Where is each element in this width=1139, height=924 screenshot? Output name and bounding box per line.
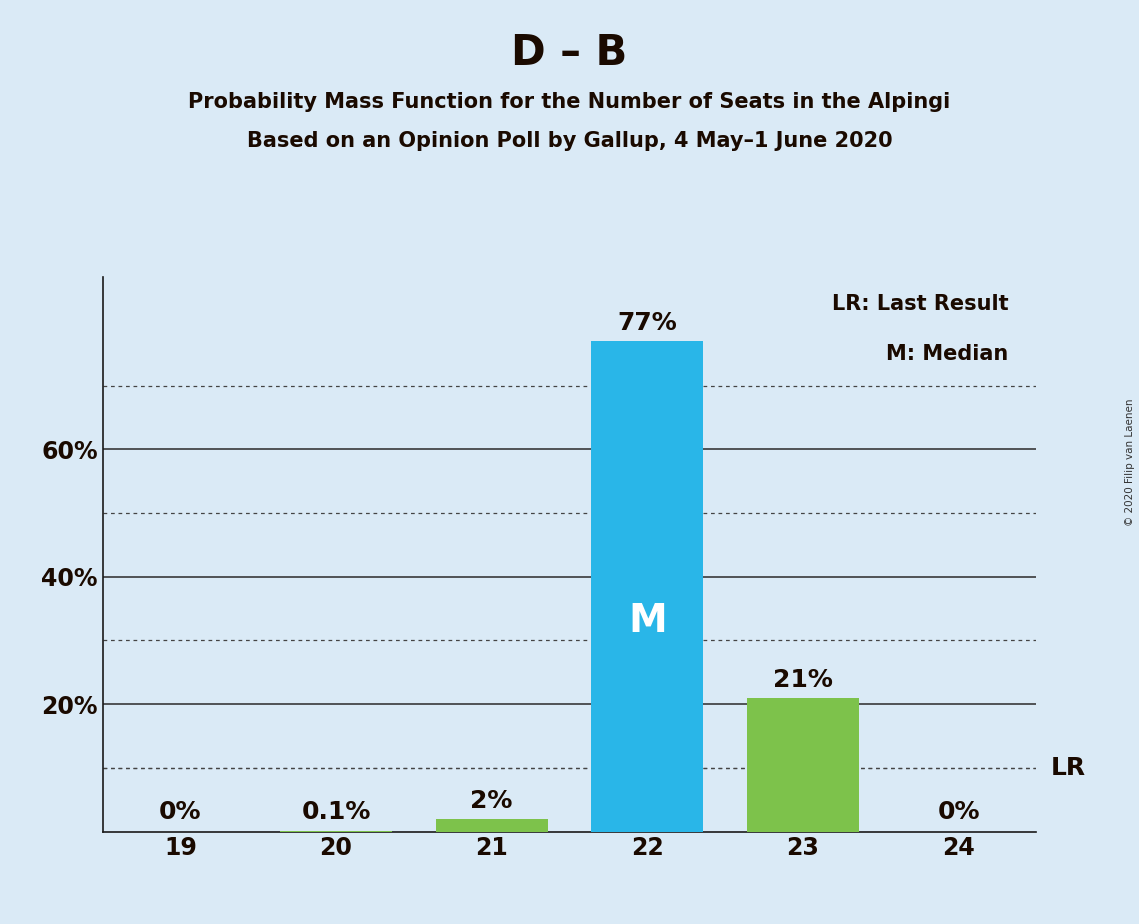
Text: LR: LR bbox=[1050, 756, 1085, 780]
Bar bbox=[435, 819, 548, 832]
Text: 21%: 21% bbox=[773, 668, 833, 692]
Text: © 2020 Filip van Laenen: © 2020 Filip van Laenen bbox=[1125, 398, 1134, 526]
Text: Based on an Opinion Poll by Gallup, 4 May–1 June 2020: Based on an Opinion Poll by Gallup, 4 Ma… bbox=[247, 131, 892, 152]
Text: M: Median: M: Median bbox=[886, 344, 1008, 364]
Text: 0.1%: 0.1% bbox=[302, 800, 370, 824]
Text: 77%: 77% bbox=[617, 311, 678, 335]
Text: Probability Mass Function for the Number of Seats in the Alpingi: Probability Mass Function for the Number… bbox=[188, 92, 951, 113]
Text: 2%: 2% bbox=[470, 789, 513, 813]
Text: LR: Last Result: LR: Last Result bbox=[831, 294, 1008, 314]
Bar bbox=[591, 341, 704, 832]
Text: M: M bbox=[628, 602, 666, 639]
Text: 0%: 0% bbox=[159, 800, 202, 824]
Bar bbox=[747, 698, 859, 832]
Text: D – B: D – B bbox=[511, 32, 628, 74]
Text: 0%: 0% bbox=[937, 800, 980, 824]
